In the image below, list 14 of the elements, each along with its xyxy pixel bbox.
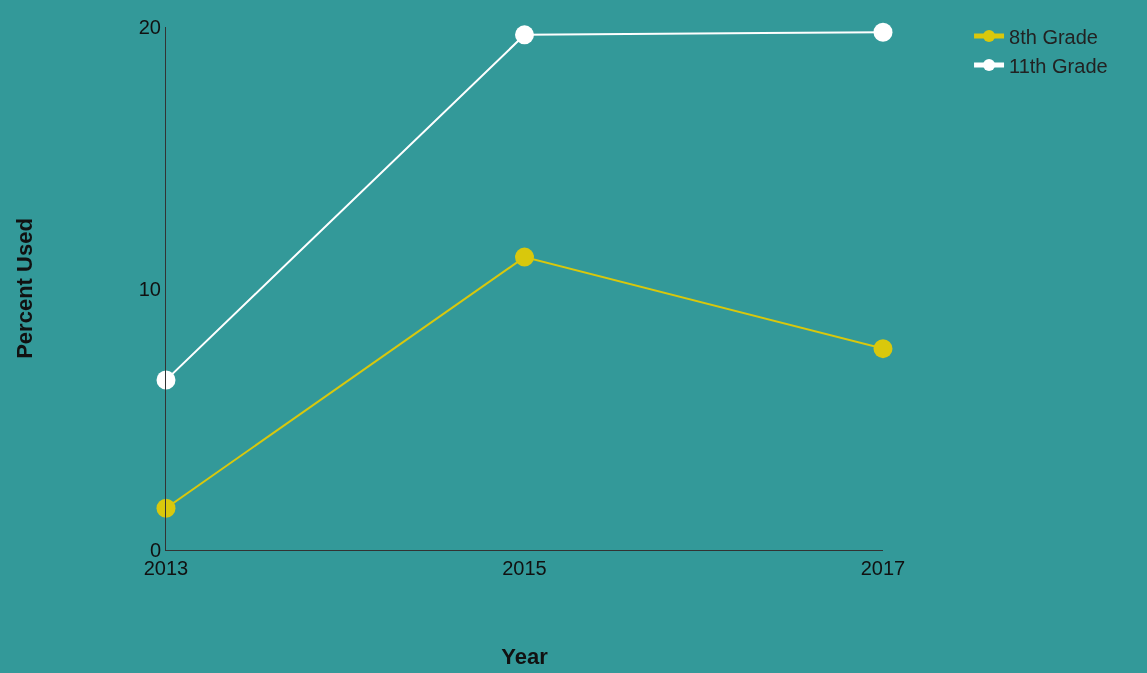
point [515, 247, 534, 267]
y-tick-label: 20 [138, 16, 161, 38]
point [873, 339, 893, 359]
point [156, 370, 176, 390]
y-tick-label: 10 [138, 277, 161, 300]
x-tick-label: 2015 [502, 557, 547, 579]
point [873, 22, 893, 42]
x-tick-label: 2017 [860, 557, 906, 579]
x-axis-title: Year [501, 643, 549, 669]
point [156, 498, 176, 518]
y-axis-title: Percent Used [11, 218, 37, 359]
point [515, 25, 534, 45]
legend-label: 8th Grade [1009, 25, 1098, 48]
legend-label: 11th Grade [1009, 54, 1108, 77]
